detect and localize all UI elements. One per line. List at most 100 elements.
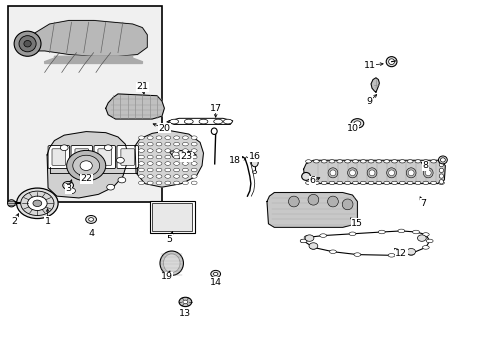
Ellipse shape [160,251,183,275]
Polygon shape [267,193,357,227]
Ellipse shape [24,41,31,47]
Text: 17: 17 [210,104,221,113]
Ellipse shape [182,136,188,139]
Text: 5: 5 [166,235,172,244]
Ellipse shape [330,170,336,176]
Ellipse shape [302,172,311,180]
Ellipse shape [139,149,145,152]
FancyBboxPatch shape [52,149,66,165]
Ellipse shape [368,181,374,184]
Ellipse shape [305,235,314,241]
Ellipse shape [139,175,145,178]
Ellipse shape [360,181,366,184]
Text: 21: 21 [136,82,148,91]
Ellipse shape [107,184,115,190]
Ellipse shape [182,155,188,159]
Ellipse shape [184,119,193,124]
Text: 1: 1 [45,217,50,226]
Text: 18: 18 [229,156,241,165]
Bar [8,6,162,202]
Ellipse shape [423,160,429,163]
Ellipse shape [173,142,179,146]
Ellipse shape [147,168,153,172]
Ellipse shape [349,170,355,176]
Polygon shape [371,78,379,92]
Polygon shape [47,132,128,198]
Text: 23: 23 [180,152,193,161]
Ellipse shape [191,142,197,146]
Ellipse shape [415,160,421,163]
Ellipse shape [423,168,433,178]
Polygon shape [304,160,445,184]
Ellipse shape [308,194,319,205]
Ellipse shape [65,183,71,188]
Ellipse shape [33,200,42,207]
Text: 20: 20 [158,123,171,132]
Ellipse shape [147,136,153,139]
Ellipse shape [223,119,232,124]
Ellipse shape [156,142,162,146]
Ellipse shape [368,160,374,163]
Ellipse shape [354,253,361,256]
Ellipse shape [321,160,327,163]
Ellipse shape [407,248,416,255]
Ellipse shape [417,235,426,241]
Ellipse shape [165,142,171,146]
Ellipse shape [300,239,307,243]
Ellipse shape [14,31,41,56]
Ellipse shape [173,162,179,165]
Ellipse shape [147,155,153,159]
Bar [150,201,195,233]
Ellipse shape [182,175,188,178]
Text: 3: 3 [65,184,71,193]
Ellipse shape [179,297,192,307]
Ellipse shape [139,155,145,159]
Ellipse shape [182,142,188,146]
Ellipse shape [367,168,377,178]
Ellipse shape [406,168,416,178]
Ellipse shape [330,250,336,253]
Ellipse shape [147,175,153,178]
Text: 11: 11 [364,61,376,70]
Ellipse shape [309,243,318,249]
Ellipse shape [387,168,396,178]
Ellipse shape [170,119,178,124]
Ellipse shape [147,162,153,165]
Ellipse shape [214,273,218,275]
Ellipse shape [321,181,327,184]
Text: 12: 12 [395,249,407,258]
FancyBboxPatch shape [71,145,93,168]
Ellipse shape [392,160,397,163]
Ellipse shape [320,234,327,237]
Ellipse shape [351,119,364,128]
FancyBboxPatch shape [98,149,112,165]
Ellipse shape [183,300,188,304]
Ellipse shape [156,149,162,152]
Ellipse shape [147,149,153,152]
Ellipse shape [399,181,405,184]
Ellipse shape [369,170,375,176]
Ellipse shape [19,36,36,52]
Ellipse shape [165,162,171,165]
Ellipse shape [439,168,443,172]
Ellipse shape [347,168,357,178]
Polygon shape [45,56,143,63]
FancyBboxPatch shape [75,149,89,165]
Ellipse shape [354,121,361,126]
Ellipse shape [415,181,421,184]
Ellipse shape [156,168,162,172]
Text: 22: 22 [80,175,92,184]
Ellipse shape [191,175,197,178]
FancyBboxPatch shape [121,149,135,165]
Ellipse shape [17,188,58,219]
Ellipse shape [156,155,162,159]
Ellipse shape [344,181,350,184]
Ellipse shape [344,160,350,163]
Ellipse shape [376,181,382,184]
Ellipse shape [314,160,319,163]
Ellipse shape [360,160,366,163]
Ellipse shape [139,181,145,185]
Ellipse shape [63,181,74,189]
Ellipse shape [384,181,390,184]
Ellipse shape [156,181,162,185]
